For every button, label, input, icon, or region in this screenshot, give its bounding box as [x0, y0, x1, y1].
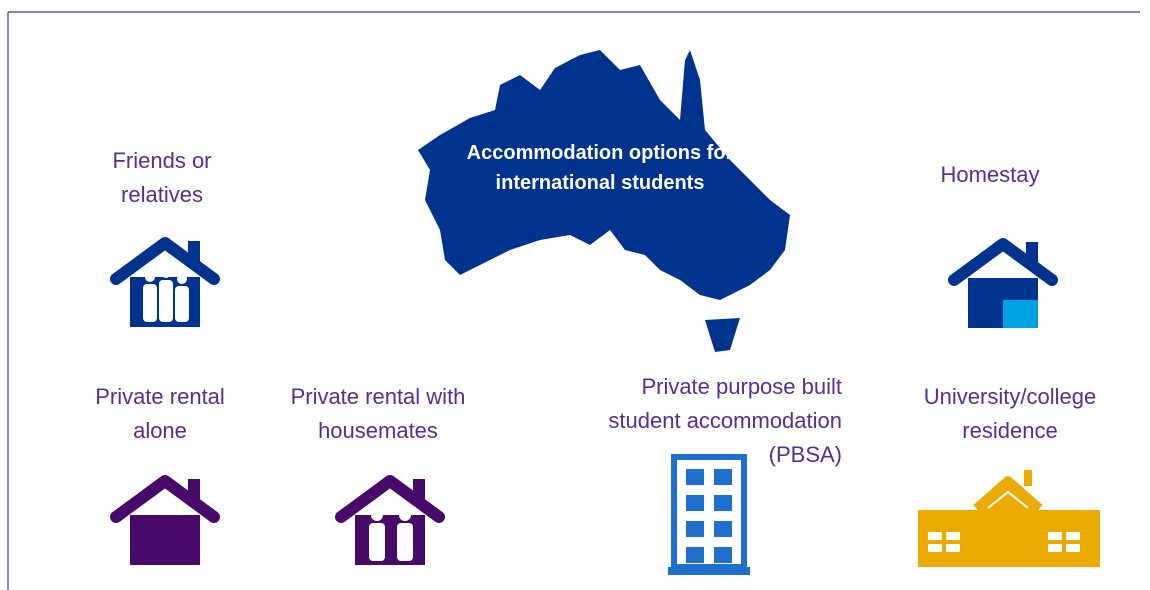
house-alone-icon — [110, 475, 220, 565]
title: Accommodation options for international … — [466, 142, 734, 194]
house-housemates-icon — [335, 475, 445, 565]
option-label: Private rental alone — [95, 384, 225, 443]
tasmania — [705, 318, 740, 352]
option-label: University/college residence — [923, 384, 1097, 443]
australia-map — [418, 50, 790, 300]
option-label: Homestay — [940, 162, 1040, 187]
option-label: Private rental with housemates — [290, 384, 466, 443]
option-label: Private purpose built student accommodat… — [608, 374, 842, 467]
building-pbsa-icon — [668, 454, 750, 575]
option-label: Friends or relatives — [112, 148, 212, 207]
university-residence-icon — [918, 470, 1100, 567]
house-homestay-icon — [948, 238, 1058, 328]
house-family-icon — [110, 237, 220, 327]
